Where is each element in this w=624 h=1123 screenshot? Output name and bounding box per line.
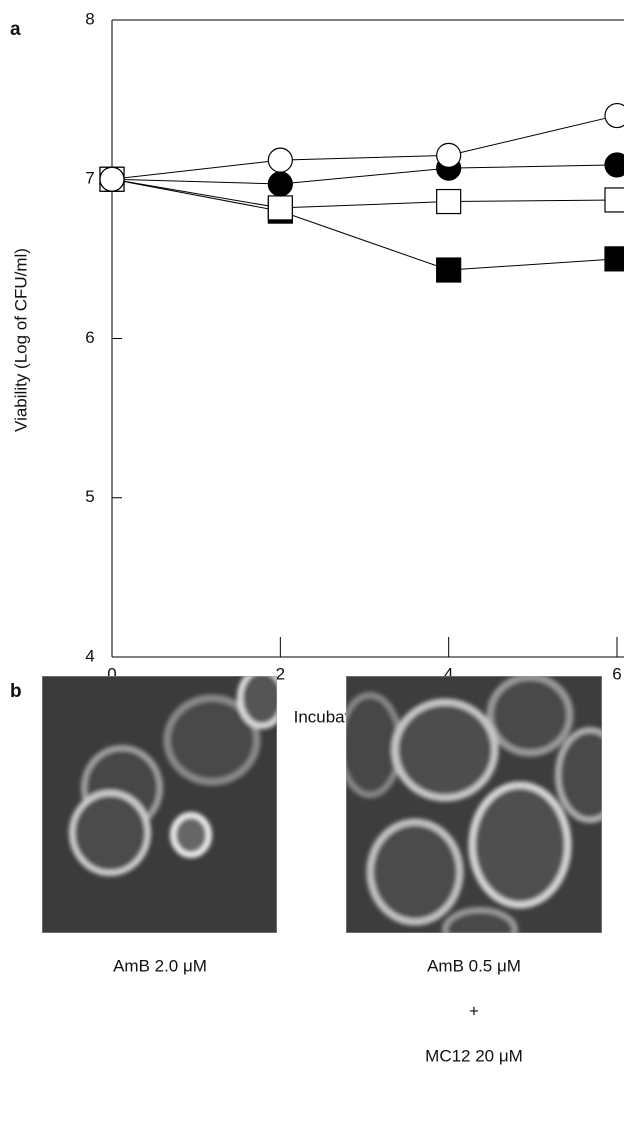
micrograph — [346, 676, 602, 933]
y-tick-label: 8 — [85, 9, 94, 28]
marker — [99, 166, 125, 192]
series-line — [111, 115, 618, 180]
series-line — [111, 164, 618, 185]
y-tick-label: 6 — [85, 328, 94, 347]
caption: MC12 20 μM — [425, 1046, 523, 1065]
marker — [436, 142, 462, 168]
y-tick-label: 7 — [85, 169, 94, 188]
series-line — [111, 178, 618, 271]
x-tick-label: 6 — [612, 664, 621, 683]
marker — [267, 147, 293, 173]
x-tick-label: 4 — [444, 664, 453, 683]
marker — [604, 187, 624, 213]
marker — [267, 195, 293, 221]
marker — [604, 246, 624, 272]
caption: + — [469, 1001, 479, 1020]
series-line — [111, 178, 618, 209]
panel-label: b — [10, 681, 22, 702]
plot: 4 5 6 7 8 0 2 4 6 — [85, 9, 624, 683]
marker — [436, 188, 462, 215]
marker — [436, 257, 462, 283]
micrograph — [42, 676, 277, 933]
y-tick-label: 4 — [85, 646, 94, 665]
y-axis-label: Viability (Log of CFU/ml) — [11, 248, 30, 432]
caption: AmB 0.5 μM — [427, 956, 521, 975]
x-tick-label: 2 — [276, 664, 285, 683]
marker — [604, 102, 624, 129]
caption: AmB 2.0 μM — [113, 956, 207, 975]
panel-label: a — [10, 19, 21, 40]
marker — [267, 171, 293, 197]
marker — [604, 152, 624, 178]
x-tick-label: 0 — [107, 664, 116, 683]
y-tick-label: 5 — [85, 487, 94, 506]
